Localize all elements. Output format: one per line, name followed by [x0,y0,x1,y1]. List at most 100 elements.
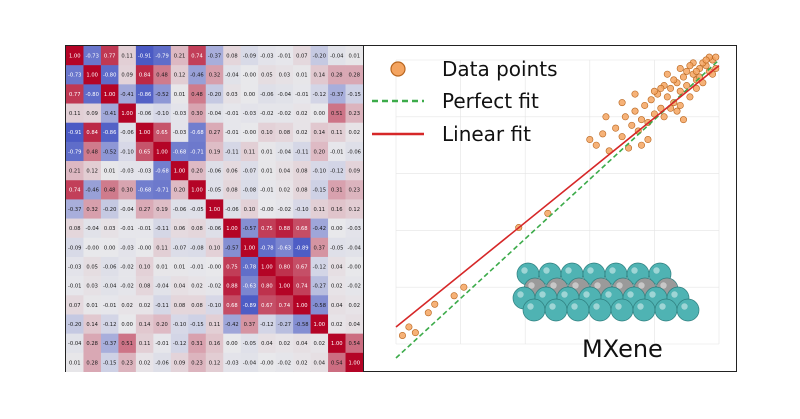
heatmap-cell [328,352,346,372]
heatmap-cell-value: 0.02 [331,284,343,290]
heatmap-cell-value: 1.00 [104,92,116,98]
heatmap-cell-value: -0.58 [313,303,326,309]
heatmap-cell-value: 0.05 [261,73,273,79]
heatmap-cell [258,333,276,354]
data-point [460,283,468,291]
heatmap-cell [118,314,137,334]
heatmap-cell-value: 0.11 [244,149,256,155]
heatmap-cell-value: 1.00 [314,322,326,328]
heatmap-cell-value: 0.74 [191,53,203,59]
heatmap-cell-value: -0.01 [330,149,343,155]
heatmap-cell-value: 0.02 [296,111,308,117]
heatmap-cell-value: -0.09 [243,53,256,59]
heatmap-cell-value: 0.54 [348,341,360,347]
heatmap-cell [223,122,242,143]
mxene-atom-highlight [571,303,578,310]
heatmap-cell [153,199,172,219]
heatmap-cell [328,218,346,239]
legend-marker-data-points [390,61,406,77]
heatmap-cell-value: -0.01 [68,284,81,290]
heatmap-cell-value: 0.10 [209,245,221,251]
heatmap-cell [240,295,259,315]
mxene-atom-highlight [550,282,557,289]
heatmap-cell [83,237,102,258]
heatmap-cell-value: -0.07 [243,169,256,175]
data-point [628,121,636,129]
heatmap-cell [345,103,363,124]
heatmap-cell-value: -0.02 [278,111,291,117]
heatmap-cell [310,352,329,372]
heatmap-cell [118,161,137,181]
heatmap-cell-value: -0.03 [348,226,361,232]
heatmap-cell [66,141,84,162]
heatmap-cell [170,65,189,85]
heatmap-cell-value: -0.00 [85,245,98,251]
heatmap-cell [135,161,154,181]
heatmap-cell-value: 0.12 [86,169,98,175]
heatmap-cell-value: 0.67 [261,303,273,309]
data-point [712,53,720,61]
heatmap-cell-value: -0.04 [208,111,222,117]
heatmap-cell [240,333,259,354]
heatmap-cell [118,218,137,239]
heatmap-cell [345,84,363,104]
heatmap-cell-value: 0.75 [261,226,273,232]
heatmap-cell [328,199,346,219]
heatmap-cell [135,276,154,296]
heatmap-cell [205,199,224,219]
heatmap-cell [170,352,189,372]
heatmap-cell-value: -0.06 [120,130,133,136]
heatmap-cell-value: 0.32 [86,207,98,213]
heatmap-cell [258,161,276,181]
heatmap-cell-value: 0.14 [139,322,151,328]
heatmap-cell-value: 0.28 [348,73,360,79]
heatmap-cell [240,103,259,124]
data-point [637,116,645,124]
heatmap-cell-value: 0.23 [121,360,133,366]
heatmap-cell-value: -0.03 [68,264,81,270]
heatmap-cell-value: -0.01 [155,341,168,347]
heatmap-cell [310,103,329,124]
heatmap-cell [223,141,242,162]
data-point [686,93,694,101]
heatmap-cell [153,256,172,277]
heatmap-cell-value: 0.54 [331,360,343,366]
mxene-atom-highlight [539,291,546,298]
heatmap-cell [258,84,276,104]
heatmap-cell [66,161,84,181]
heatmap-cell-value: 0.68 [226,303,238,309]
heatmap-cell-value: -0.09 [68,245,81,251]
heatmap-cell-value: 0.01 [261,169,273,175]
heatmap-cell [293,314,311,334]
heatmap-cell-value: 0.08 [69,226,81,232]
mxene-atom-highlight [561,291,568,298]
heatmap-cell-value: 0.07 [296,53,308,59]
heatmap-cell [66,256,84,277]
heatmap-cell [293,46,311,66]
heatmap-cell-value: -0.07 [173,245,186,251]
heatmap-cell [170,295,189,315]
heatmap-cell [293,103,311,124]
heatmap-cell-value: -0.12 [173,341,186,347]
mxene-atom [566,298,590,322]
heatmap-cell [223,256,242,277]
heatmap-cell-value: -0.15 [348,92,361,98]
heatmap-cell [275,237,294,258]
heatmap-cell [118,295,137,315]
heatmap-cell-value: -0.91 [138,53,151,59]
heatmap-cell-value: -0.20 [313,53,326,59]
heatmap-cell-value: 0.28 [86,341,98,347]
heatmap-cell-value: 0.51 [121,341,133,347]
heatmap-cell [240,180,259,200]
heatmap-cell-value: -0.15 [313,188,326,194]
heatmap-cell-value: 1.00 [279,284,291,290]
mxene-atom [654,298,678,322]
heatmap-cell [100,65,119,85]
heatmap-cell-value: -0.12 [313,92,326,98]
heatmap-cell-value: -0.05 [208,188,221,194]
heatmap-cell-value: -0.58 [295,322,308,328]
heatmap-cell-value: -0.04 [278,149,292,155]
heatmap-cell-value: 0.80 [279,264,291,270]
heatmap-cell-value: -0.10 [208,303,221,309]
heatmap-cell [83,84,102,104]
